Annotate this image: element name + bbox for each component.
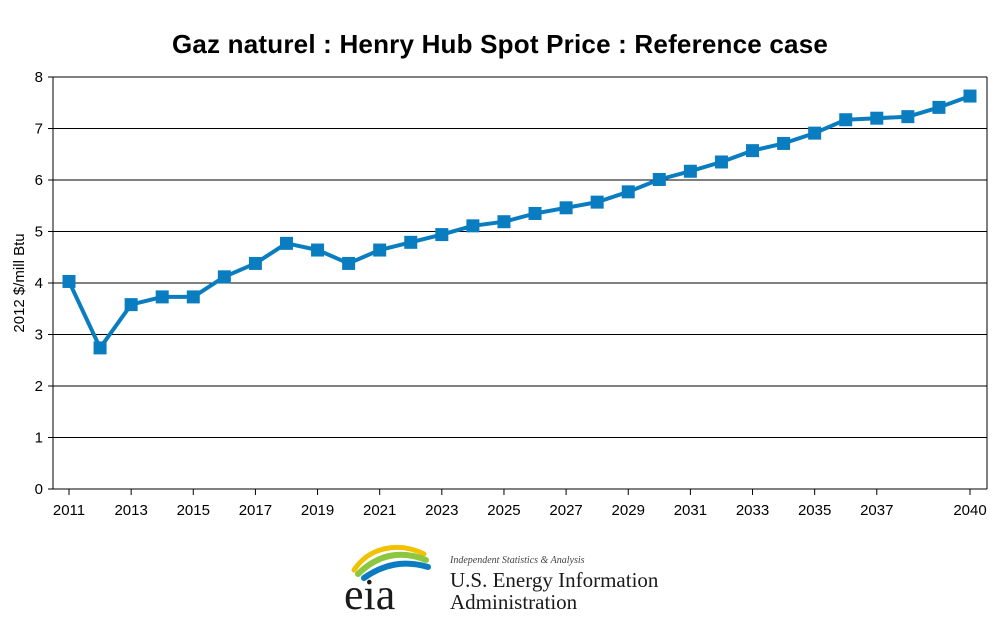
- x-tick-label: 2025: [487, 502, 520, 519]
- data-point: [714, 155, 728, 169]
- eia-logo: eia Independent Statistics & Analysis U.…: [340, 540, 670, 620]
- series-line: [67, 94, 971, 350]
- x-tick-label: 2031: [674, 502, 707, 519]
- data-point: [311, 243, 325, 257]
- y-tick-label: 8: [35, 69, 43, 86]
- data-point: [435, 228, 449, 242]
- data-point: [777, 136, 791, 150]
- data-point: [870, 111, 884, 125]
- data-point: [839, 113, 853, 127]
- data-point: [186, 290, 200, 304]
- x-tick-label: 2013: [114, 502, 147, 519]
- x-tick-label: 2027: [549, 502, 582, 519]
- line-chart: 0 1 2 3 4 5 6 7 8 2011 2013 2015 2017 2019 2021 2023 202…: [11, 69, 988, 519]
- data-point: [404, 235, 418, 249]
- data-point: [155, 290, 169, 304]
- data-point: [683, 164, 697, 178]
- eia-logo-mark: eia: [344, 545, 431, 615]
- data-point: [124, 298, 138, 312]
- chart-title: Gaz naturel : Henry Hub Spot Price : Ref…: [171, 29, 829, 59]
- data-point: [746, 144, 760, 158]
- y-tick-label: 5: [35, 224, 43, 241]
- data-point: [248, 256, 262, 270]
- data-point: [217, 270, 231, 284]
- data-point: [901, 110, 915, 124]
- x-tick-label: 2035: [798, 502, 831, 519]
- logo-name-line2: Administration: [450, 590, 578, 614]
- data-point: [497, 215, 511, 229]
- x-tick-label: 2011: [53, 502, 85, 519]
- data-point: [808, 126, 822, 140]
- y-tick-label: 0: [35, 481, 43, 498]
- logo-name-line1: U.S. Energy Information: [450, 568, 659, 592]
- data-point: [62, 274, 76, 288]
- y-tick-label: 2: [35, 378, 43, 395]
- y-axis-label: 2012 $/mill Btu: [11, 233, 28, 332]
- x-tick-label: 2021: [363, 502, 396, 519]
- x-tick-label: 2017: [239, 502, 272, 519]
- data-point: [93, 341, 107, 355]
- logo-tagline: Independent Statistics & Analysis: [450, 555, 585, 566]
- y-tick-label: 1: [35, 430, 43, 447]
- data-point: [652, 172, 666, 186]
- data-point: [621, 185, 635, 199]
- x-tick-label: 2033: [736, 502, 769, 519]
- data-point: [932, 100, 946, 114]
- logo-mark-text: eia: [344, 570, 395, 615]
- data-point: [342, 256, 356, 270]
- y-tick-label: 6: [35, 172, 43, 189]
- x-tick-label: 2037: [860, 502, 893, 519]
- data-point: [963, 89, 977, 103]
- y-tick-label: 3: [35, 327, 43, 344]
- data-point: [279, 236, 293, 250]
- data-point: [466, 219, 480, 233]
- x-tick-label: 2019: [301, 502, 334, 519]
- y-tick-label: 4: [35, 275, 43, 292]
- y-tick-label: 7: [35, 121, 43, 138]
- data-point: [559, 201, 573, 215]
- x-tick-label: 2040: [953, 502, 986, 519]
- data-point: [528, 206, 542, 220]
- data-point: [373, 243, 387, 257]
- x-tick-label: 2023: [425, 502, 458, 519]
- x-tick-label: 2029: [612, 502, 645, 519]
- data-point: [590, 195, 604, 209]
- x-tick-label: 2015: [177, 502, 210, 519]
